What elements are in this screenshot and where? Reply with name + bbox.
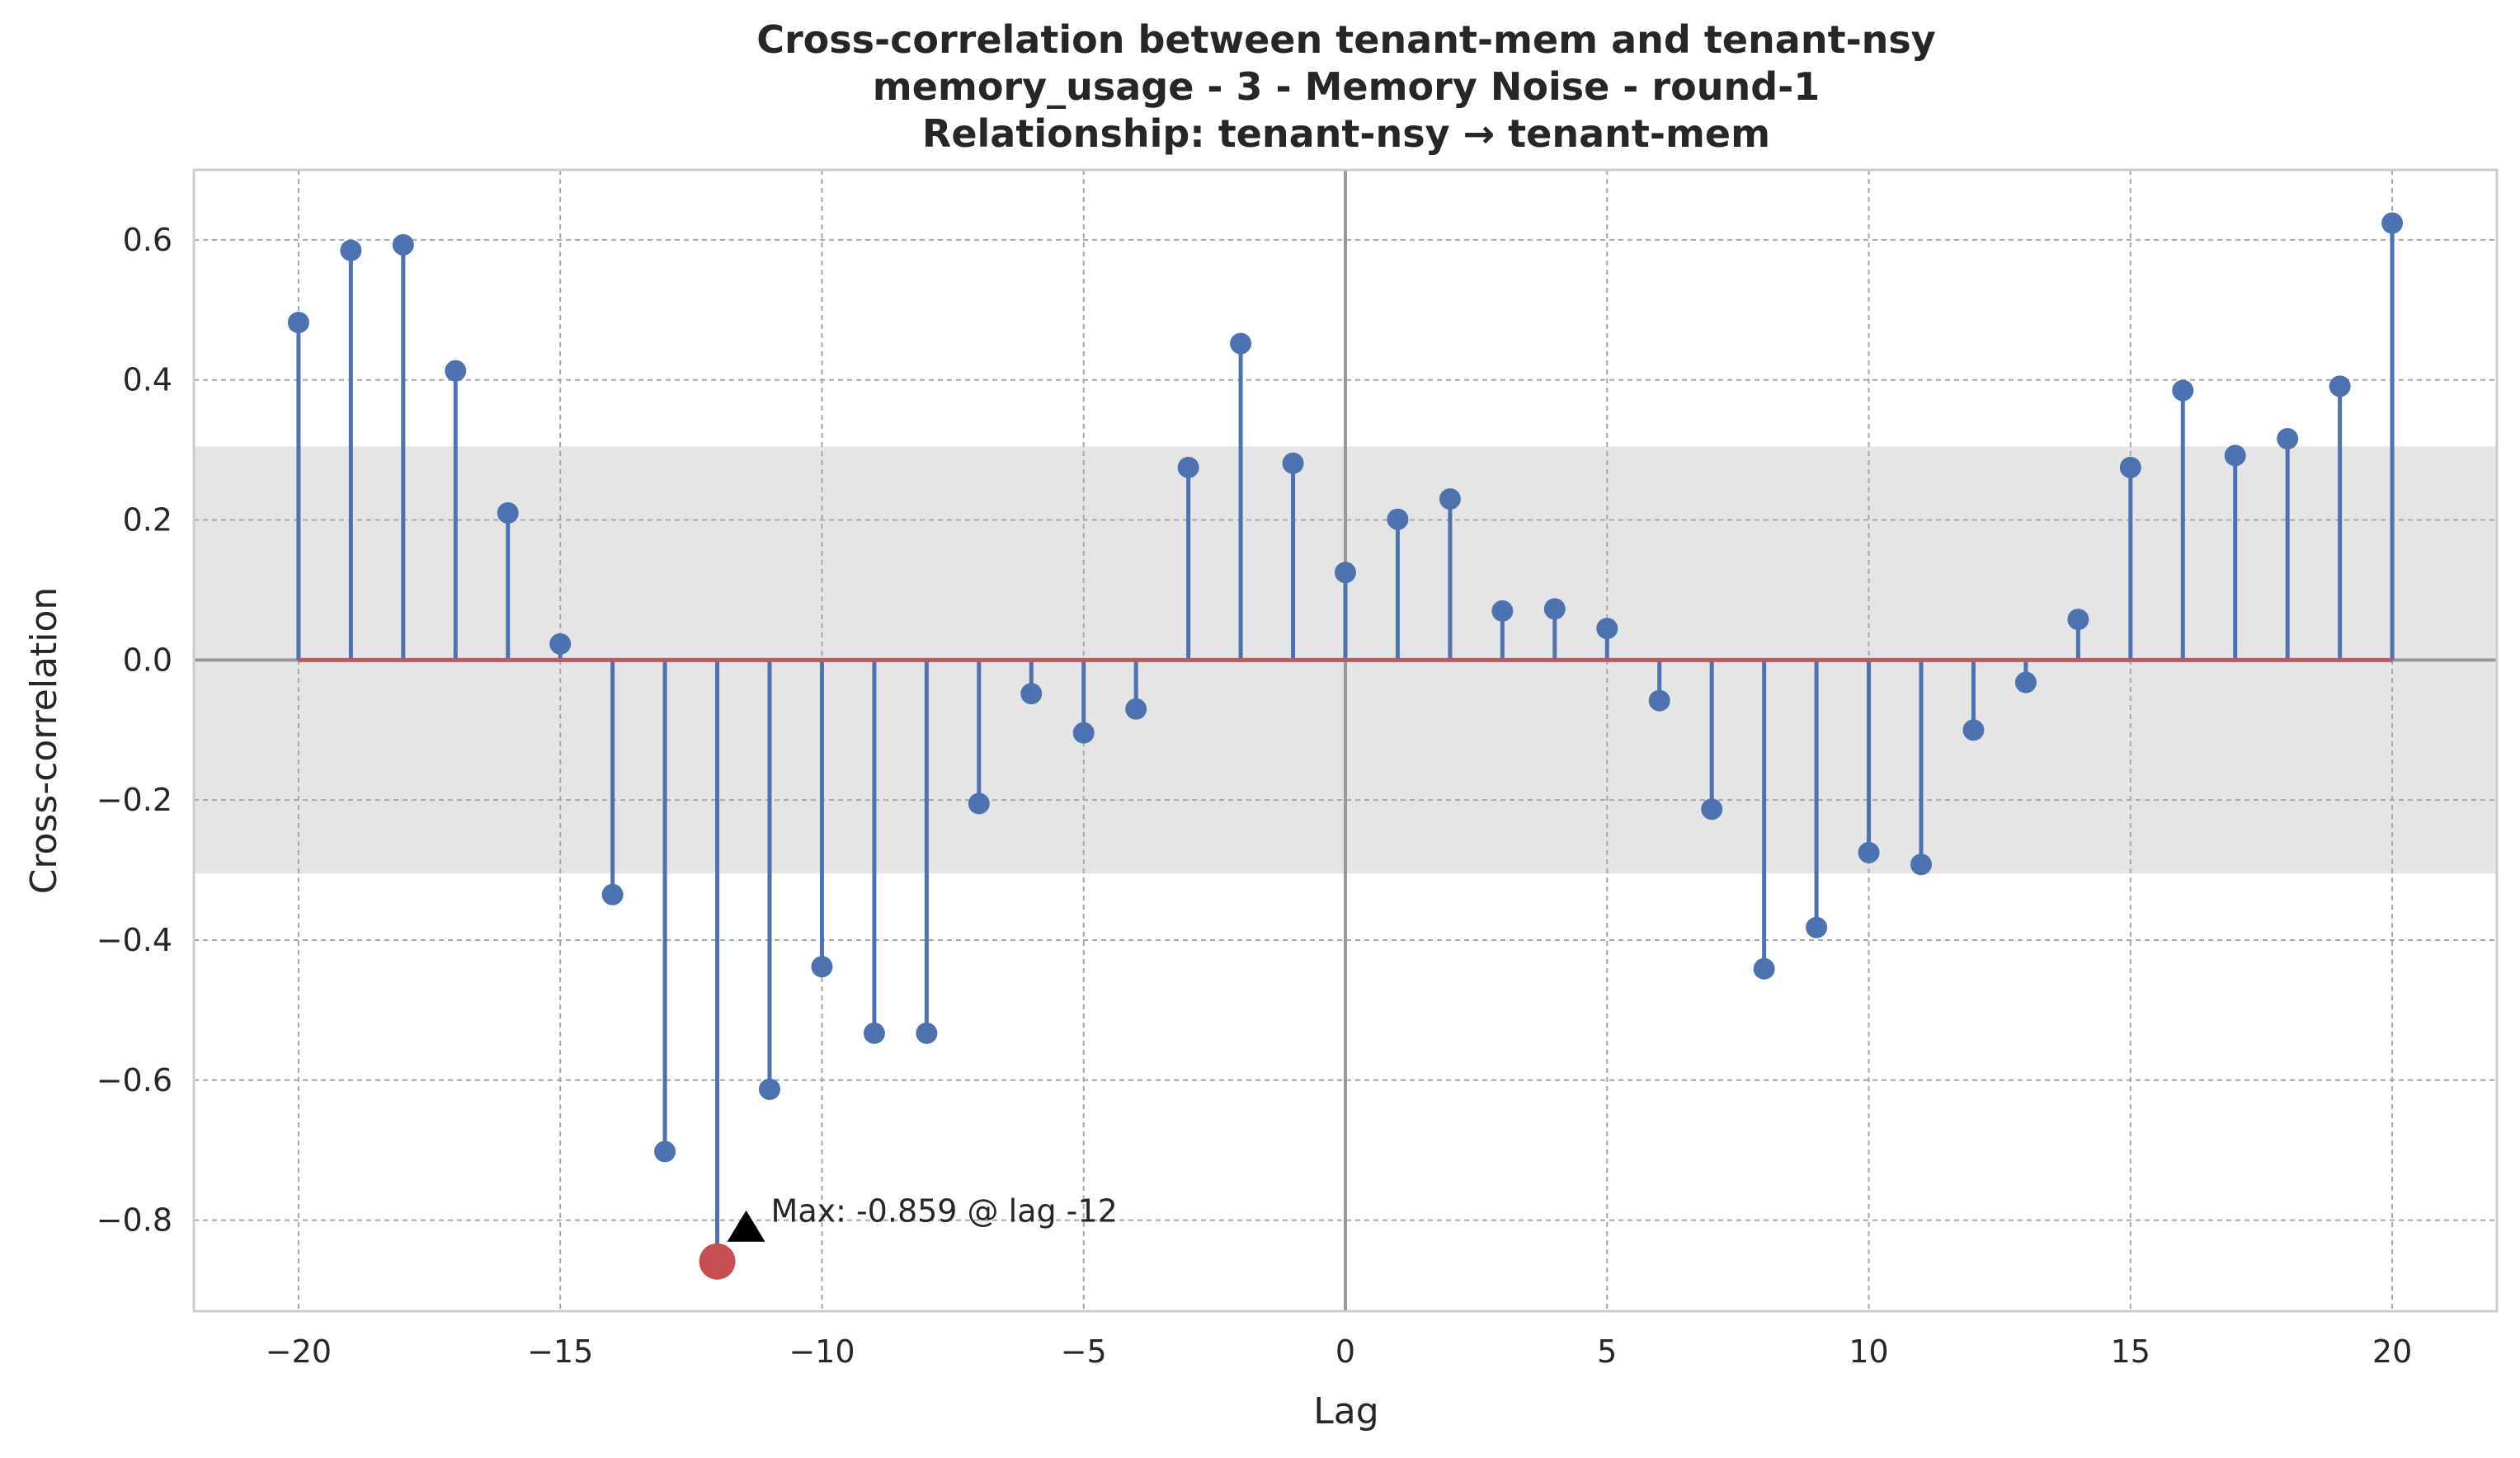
stem-marker-lag-13 — [2014, 671, 2037, 694]
y-tick-label: −0.4 — [97, 922, 172, 958]
x-tick-label: −20 — [266, 1333, 332, 1370]
stem-marker-lag--14 — [601, 883, 624, 905]
stem-marker-lag-4 — [1543, 598, 1566, 620]
stem-marker-lag--13 — [654, 1141, 676, 1163]
stem-marker-lag--8 — [916, 1022, 938, 1044]
y-tick-label: −0.8 — [97, 1202, 172, 1239]
stem-marker-lag-18 — [2277, 428, 2299, 450]
stem-marker-lag-11 — [1910, 854, 1932, 876]
stem-marker-lag-0 — [1335, 562, 1356, 584]
stem-marker-lag--5 — [1072, 722, 1095, 744]
stem-marker-lag--6 — [1020, 683, 1043, 705]
stem-marker-lag-7 — [1701, 798, 1723, 821]
chart-title: Cross-correlation between tenant-mem and… — [756, 17, 1936, 156]
stem-marker-lag-8 — [1753, 957, 1775, 980]
x-tick-label: 5 — [1597, 1333, 1617, 1370]
stem-marker-lag-20 — [2381, 212, 2404, 234]
x-tick-label: 20 — [2372, 1333, 2412, 1370]
stem-marker-lag-2 — [1439, 488, 1461, 510]
stem-marker-lag--1 — [1282, 452, 1304, 474]
y-tick-label: 0.2 — [123, 502, 172, 539]
y-tick-label: −0.6 — [97, 1062, 172, 1098]
x-tick-label: −10 — [789, 1333, 855, 1370]
stem-marker-lag-3 — [1491, 600, 1514, 622]
stem-marker-lag-14 — [2067, 609, 2089, 631]
annotation-arrow — [727, 1210, 765, 1242]
stem-marker-lag-15 — [2119, 456, 2141, 478]
stem-marker-lag--10 — [811, 956, 833, 978]
stem-marker-lag-19 — [2329, 375, 2351, 397]
stem-marker-lag--15 — [549, 633, 572, 655]
x-tick-label: 15 — [2111, 1333, 2150, 1370]
stem-marker-lag--17 — [445, 360, 467, 382]
stem-marker-lag--11 — [759, 1078, 780, 1100]
stem-marker-lag-5 — [1596, 618, 1618, 640]
stem-marker-lag-6 — [1648, 689, 1670, 712]
y-tick-label: 0.4 — [123, 362, 172, 398]
y-axis-ticks: −0.8 −0.6 −0.4 −0.2 0.0 0.2 0.4 0.6 — [97, 222, 172, 1239]
stem-marker-lag-10 — [1858, 841, 1880, 863]
stem-marker-lag--16 — [497, 502, 519, 524]
plot-frame — [192, 168, 2499, 1313]
x-tick-label: 10 — [1849, 1333, 1888, 1370]
y-tick-label: −0.2 — [97, 782, 172, 818]
stem-marker-lag--2 — [1230, 332, 1252, 355]
title-line-3: Relationship: tenant-nsy → tenant-mem — [922, 111, 1770, 156]
stem-marker-lag--7 — [968, 792, 990, 815]
y-axis-label: Cross-correlation — [23, 587, 65, 895]
stem-marker-lag--3 — [1177, 456, 1199, 478]
x-tick-label: −15 — [527, 1333, 593, 1370]
x-axis-label: Lag — [1313, 1390, 1378, 1432]
stem-series — [287, 212, 2404, 1262]
stem-marker-lag-17 — [2224, 444, 2246, 467]
stem-marker-lag-9 — [1806, 916, 1828, 938]
x-tick-label: −5 — [1061, 1333, 1107, 1370]
stem-marker-lag--4 — [1125, 698, 1147, 720]
stem-marker-lag-16 — [2172, 379, 2194, 402]
stem-marker-lag--20 — [287, 312, 309, 334]
stem-marker-lag--19 — [340, 239, 362, 261]
y-tick-label: 0.0 — [123, 642, 172, 678]
max-point-marker — [699, 1243, 736, 1280]
x-axis-ticks: −20 −15 −10 −5 0 5 10 15 20 — [266, 1333, 2412, 1370]
title-line-2: memory_usage - 3 - Memory Noise - round-… — [873, 64, 1820, 109]
stem-marker-lag-12 — [1962, 719, 1985, 741]
max-annotation: Max: -0.859 @ lag -12 — [771, 1193, 1118, 1230]
stem-marker-lag--9 — [863, 1022, 885, 1044]
y-tick-label: 0.6 — [123, 222, 172, 258]
title-line-1: Cross-correlation between tenant-mem and… — [756, 17, 1936, 62]
stem-marker-lag--18 — [392, 233, 414, 256]
stem-marker-lag-1 — [1387, 508, 1409, 530]
x-tick-label: 0 — [1335, 1333, 1355, 1370]
